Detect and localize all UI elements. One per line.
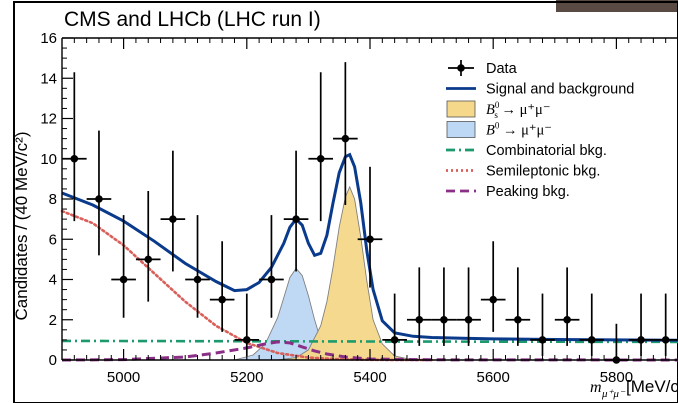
series-bs-signal-area [277, 185, 414, 361]
series-peaking-line [61, 340, 678, 362]
data-point [464, 315, 473, 324]
x-tick-label: 5200 [230, 369, 263, 386]
y-tick-label: 8 [49, 191, 57, 208]
data-point [119, 275, 128, 284]
data-point [292, 215, 300, 223]
x-axis-label: m μ⁺μ⁻ [MeV/c²] [590, 377, 678, 400]
data-point [587, 336, 596, 344]
y-tick-label: 10 [40, 151, 57, 168]
x-tick-label: 5400 [353, 369, 386, 386]
x-tick-label: 5600 [477, 369, 510, 386]
x-axis-label-sub: μ⁺μ⁻ [601, 388, 626, 400]
data-point [366, 235, 374, 244]
y-tick-label: 6 [49, 231, 57, 248]
x-tick-label: 5000 [107, 369, 140, 386]
data-point [95, 195, 103, 203]
y-tick-label: 2 [49, 312, 57, 329]
data-point [218, 295, 226, 304]
x-axis-label-var: m [590, 379, 602, 396]
x-tick-label: 5800 [600, 369, 633, 386]
legend-label-decay: B0 → μ⁺μ⁻ [486, 121, 552, 139]
data-point [267, 275, 276, 284]
data-point [661, 336, 670, 344]
legend-label: Combinatorial bkg. [486, 143, 607, 159]
series-combinatorial-line [61, 339, 678, 344]
data-point [563, 315, 571, 324]
legend-label: Signal and background [486, 82, 634, 98]
data-point [341, 134, 350, 143]
legend: Data Signal and background B0 s → μ⁺μ⁻B0 → … [446, 60, 634, 200]
data-point [193, 275, 202, 284]
data-point [243, 336, 251, 344]
legend-label: Semileptonic bkg. [486, 164, 600, 180]
chart-title: CMS and LHCb (LHC run I) [64, 8, 321, 31]
data-point [514, 315, 522, 324]
data-point [70, 154, 79, 163]
legend-swatch-box [446, 100, 476, 118]
plot-area: 0 2 4 6 8 10 12 14 16 5000 5200 5400 5600 5800 [40, 30, 678, 386]
y-axis-label: Candidates / (40 MeV/c²) [12, 132, 31, 321]
data-point [390, 336, 399, 344]
legend-label-decay: B0 s → μ⁺μ⁻ [486, 100, 550, 120]
legend-label: Peaking bkg. [486, 184, 570, 200]
data-point [538, 336, 547, 344]
legend-data-marker [457, 64, 465, 72]
data-point [169, 215, 177, 223]
legend-swatch-box [446, 121, 476, 138]
data-point [316, 154, 325, 163]
y-tick-label: 0 [49, 352, 57, 369]
data-point [415, 315, 424, 324]
data-point [144, 255, 153, 264]
y-tick-label: 16 [40, 30, 57, 47]
y-tick-label: 4 [49, 272, 57, 289]
y-tick-label: 14 [40, 70, 57, 87]
y-tick-label: 12 [40, 111, 57, 128]
outer-frame [13, 1, 678, 403]
data-point [489, 295, 498, 304]
x-axis-label-units: [MeV/c²] [626, 377, 678, 396]
data-point [440, 315, 448, 324]
legend-label-data: Data [486, 61, 518, 77]
data-point [637, 336, 645, 344]
